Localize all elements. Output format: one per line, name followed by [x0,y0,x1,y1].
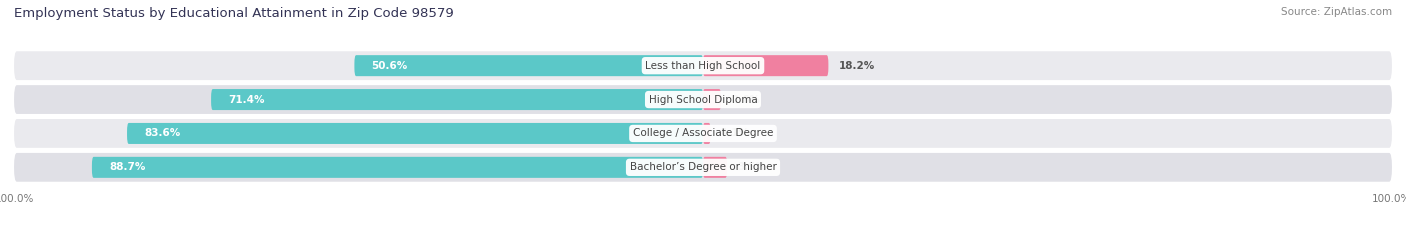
Text: Employment Status by Educational Attainment in Zip Code 98579: Employment Status by Educational Attainm… [14,7,454,20]
FancyBboxPatch shape [91,157,703,178]
FancyBboxPatch shape [14,153,1392,182]
Text: 3.5%: 3.5% [738,162,766,172]
FancyBboxPatch shape [703,157,727,178]
Text: 50.6%: 50.6% [371,61,408,71]
FancyBboxPatch shape [14,85,1392,114]
FancyBboxPatch shape [703,55,828,76]
Text: Source: ZipAtlas.com: Source: ZipAtlas.com [1281,7,1392,17]
Text: 1.1%: 1.1% [721,128,749,138]
Text: College / Associate Degree: College / Associate Degree [633,128,773,138]
Text: 2.6%: 2.6% [731,95,761,105]
FancyBboxPatch shape [354,55,703,76]
Text: 71.4%: 71.4% [228,95,264,105]
FancyBboxPatch shape [14,119,1392,148]
FancyBboxPatch shape [703,89,721,110]
FancyBboxPatch shape [211,89,703,110]
Text: High School Diploma: High School Diploma [648,95,758,105]
FancyBboxPatch shape [14,51,1392,80]
Text: Less than High School: Less than High School [645,61,761,71]
FancyBboxPatch shape [703,123,710,144]
Text: 83.6%: 83.6% [145,128,180,138]
Text: 88.7%: 88.7% [110,162,145,172]
Text: 18.2%: 18.2% [839,61,875,71]
FancyBboxPatch shape [127,123,703,144]
Text: Bachelor’s Degree or higher: Bachelor’s Degree or higher [630,162,776,172]
